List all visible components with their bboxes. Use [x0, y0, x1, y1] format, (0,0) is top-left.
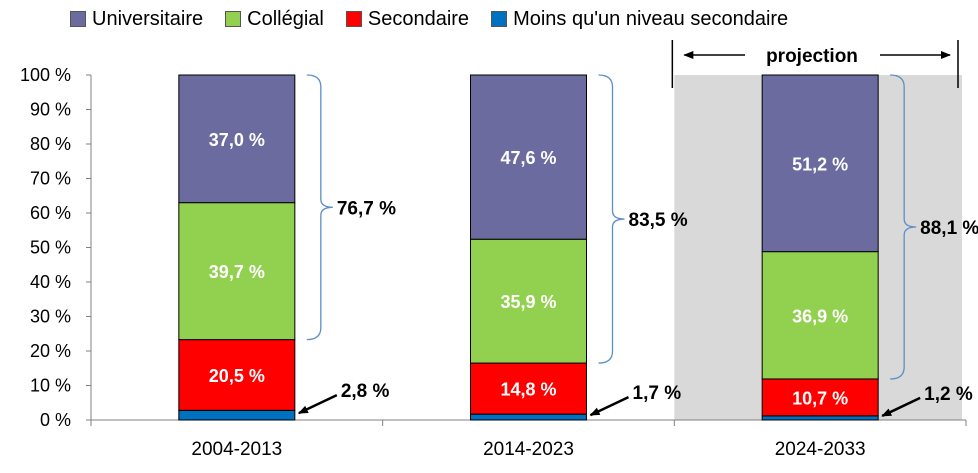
segment-label: 47,6 % [500, 148, 556, 168]
y-tick-label: 80 % [30, 134, 71, 154]
small-value-arrow [297, 394, 338, 415]
y-tick-label: 10 % [30, 376, 71, 396]
total-label: 88,1 % [920, 218, 978, 239]
y-tick-label: 20 % [30, 341, 71, 361]
segment-label: 39,7 % [209, 262, 265, 282]
total-brace [598, 74, 625, 364]
bar-segment [761, 415, 879, 421]
y-tick-label: 100 % [20, 65, 71, 85]
small-value-label: 1,7 % [633, 383, 682, 404]
legend-label-secondaire: Secondaire [367, 7, 470, 30]
segment-label: 20,5 % [209, 366, 265, 386]
segment-label: 35,9 % [500, 292, 556, 312]
legend-item-moins-secondaire: Moins qu'un niveau secondaire [491, 8, 788, 31]
bar-segment [761, 378, 879, 417]
bar-segment [178, 74, 296, 204]
projection-label: projection [766, 46, 858, 67]
segment-label: 14,8 % [500, 380, 556, 400]
legend: Universitaire Collégial Secondaire Moins… [70, 6, 810, 32]
legend-item-secondaire: Secondaire [345, 7, 470, 31]
small-value-label: 2,8 % [341, 381, 390, 402]
x-tick-label: 2004-2013 [191, 439, 282, 460]
bar-segment [761, 74, 879, 253]
bar-segment [470, 74, 587, 240]
small-value-label: 1,2 % [924, 384, 973, 405]
y-tick-label: 0 % [40, 410, 71, 430]
segment-label: 51,2 % [792, 154, 848, 174]
bar-segment [470, 238, 587, 364]
legend-swatch-universitaire [70, 11, 86, 27]
total-label: 76,7 % [337, 198, 396, 219]
segment-label: 36,9 % [792, 306, 848, 326]
x-tick-label: 2014-2023 [483, 439, 574, 460]
bar-segment [761, 251, 879, 380]
total-brace [306, 74, 333, 341]
legend-label-collegial: Collégial [247, 7, 324, 30]
bar-segment [470, 413, 587, 421]
small-value-arrow [881, 396, 921, 418]
legend-swatch-secondaire [345, 11, 362, 27]
total-label: 83,5 % [629, 210, 688, 231]
small-value-arrow [589, 395, 630, 417]
legend-swatch-moins-secondaire [491, 11, 508, 27]
legend-swatch-collegial [225, 11, 242, 27]
segment-label: 37,0 % [209, 130, 265, 150]
y-tick-label: 40 % [30, 272, 71, 292]
y-tick-label: 70 % [30, 169, 71, 189]
x-tick-label: 2024-2033 [775, 439, 866, 460]
legend-item-collegial: Collégial [225, 8, 324, 31]
legend-label-moins-secondaire: Moins qu'un niveau secondaire [513, 7, 789, 30]
legend-item-universitaire: Universitaire [70, 8, 203, 31]
legend-label-universitaire: Universitaire [92, 7, 204, 30]
y-tick-label: 90 % [30, 100, 71, 120]
bar-segment [178, 202, 296, 341]
segment-label: 10,7 % [792, 388, 848, 408]
y-tick-label: 30 % [30, 307, 71, 327]
y-tick-label: 50 % [30, 238, 71, 258]
bar-segment [178, 409, 296, 421]
y-tick-label: 60 % [30, 203, 71, 223]
bar-segment [178, 339, 296, 411]
